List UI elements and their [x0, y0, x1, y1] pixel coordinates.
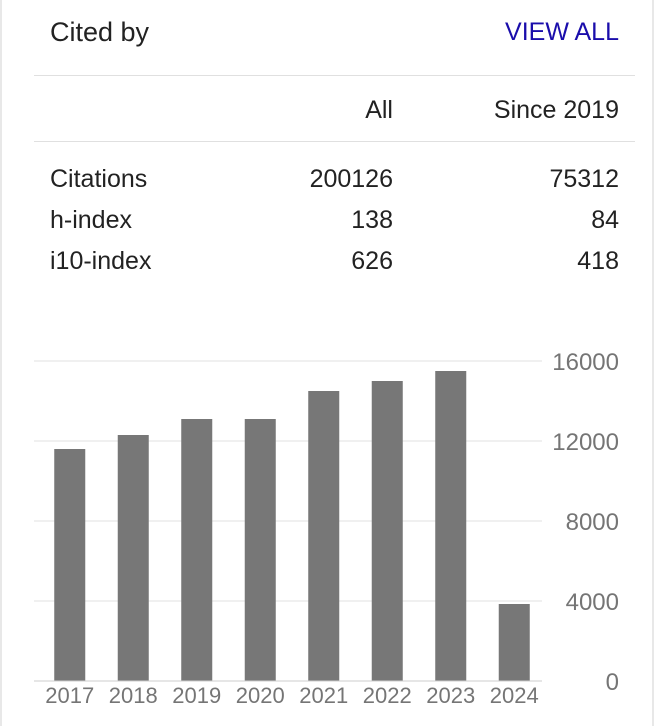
left-border [0, 0, 2, 726]
stat-label: h-index [50, 206, 132, 234]
stat-since-value: 84 [591, 206, 619, 234]
citations-per-year-chart: 0 4000 8000 12000 16000 2017 2018 2019 2020 2021 2… [34, 349, 619, 708]
right-border [652, 0, 654, 726]
x-tick-label: 2024 [490, 683, 539, 708]
column-header-all: All [365, 96, 393, 124]
x-tick-label: 2019 [172, 683, 221, 708]
page-title: Cited by [50, 17, 150, 47]
x-tick-label: 2021 [299, 683, 348, 708]
stat-label: i10-index [50, 247, 152, 275]
cited-by-header: Cited by VIEW ALL [34, 0, 635, 76]
stat-all-value: 138 [351, 206, 393, 234]
stat-all-value: 626 [351, 247, 393, 275]
table-row-citations: Citations 200126 75312 [34, 160, 635, 201]
y-tick-label: 12000 [552, 429, 619, 456]
column-header-since: Since 2019 [493, 96, 619, 124]
x-tick-label: 2023 [426, 683, 475, 708]
bar-2019 [181, 419, 213, 681]
bar-2023 [435, 371, 467, 681]
bar-2020 [244, 419, 276, 681]
x-tick-label: 2022 [363, 683, 412, 708]
bar-2017 [54, 449, 86, 681]
table-row-i10-index: i10-index 626 418 [34, 242, 635, 283]
stat-label: Citations [50, 165, 148, 193]
bar-2024 [498, 604, 530, 681]
y-tick-label: 8000 [566, 509, 619, 536]
y-tick-label: 0 [606, 669, 619, 696]
x-tick-label: 2020 [236, 683, 285, 708]
stat-since-value: 418 [577, 247, 619, 275]
x-tick-label: 2017 [45, 683, 94, 708]
bar-2018 [117, 435, 149, 681]
citation-stats-table: Citations 200126 75312 h-index 138 84 i1… [34, 160, 635, 283]
table-row-h-index: h-index 138 84 [34, 201, 635, 242]
y-tick-label: 16000 [552, 349, 619, 376]
stat-since-value: 75312 [549, 165, 619, 193]
x-tick-label: 2018 [109, 683, 158, 708]
bar-2022 [371, 381, 403, 681]
column-headers: All Since 2019 [34, 76, 635, 142]
view-all-link[interactable]: VIEW ALL [505, 18, 619, 46]
y-tick-label: 4000 [566, 589, 619, 616]
bar-2021 [308, 391, 340, 681]
stat-all-value: 200126 [309, 165, 393, 193]
